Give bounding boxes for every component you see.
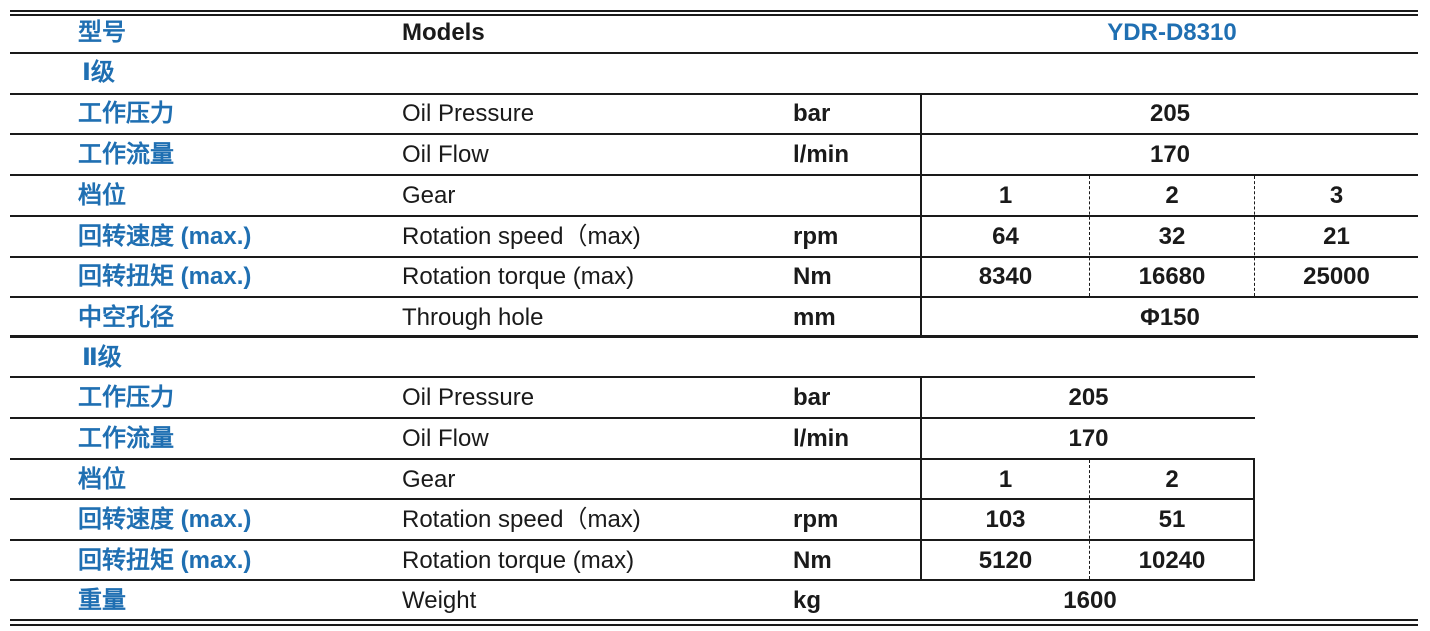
l2-torque-cn: 回转扭矩 (max.) <box>78 547 252 574</box>
header-en: Models <box>402 19 485 46</box>
rule-level1-end <box>10 335 1418 338</box>
l1-hole-value: Φ150 <box>1140 304 1200 331</box>
level1-title: Ⅰ级 <box>82 59 115 86</box>
weight-value: 1600 <box>1063 587 1117 614</box>
divider-values-l2 <box>920 378 922 579</box>
rule-l2-flow <box>10 458 1255 460</box>
rule-l1-speed <box>10 256 1418 258</box>
rule-header <box>10 52 1418 54</box>
l2-speed-2: 51 <box>1158 506 1186 533</box>
l1-hole-unit: mm <box>793 304 836 331</box>
dashed-divider-l1-b <box>1254 176 1255 296</box>
rule-l1-torque <box>10 296 1418 298</box>
weight-en: Weight <box>402 587 477 614</box>
l1-speed-2: 32 <box>1158 223 1186 250</box>
l1-pressure-en: Oil Pressure <box>402 100 535 127</box>
model-name: YDR-D8310 <box>1107 19 1237 46</box>
l2-flow-cn: 工作流量 <box>78 425 174 452</box>
l1-speed-unit: rpm <box>793 223 839 250</box>
l1-torque-unit: Nm <box>793 263 832 290</box>
l2-torque-en: Rotation torque (max) <box>402 547 635 574</box>
l1-pressure-unit: bar <box>793 100 831 127</box>
l1-torque-cn: 回转扭矩 (max.) <box>78 263 252 290</box>
l2-speed-en: Rotation speed（max) <box>402 506 641 533</box>
l2-torque-1: 5120 <box>978 547 1033 574</box>
header-cn: 型号 <box>78 19 126 46</box>
rule-l2-pressure <box>10 417 1255 419</box>
l2-gear-2: 2 <box>1165 466 1179 493</box>
l2-gear-en: Gear <box>402 466 456 493</box>
l1-hole-cn: 中空孔径 <box>78 304 174 331</box>
l1-flow-unit: l/min <box>793 141 850 168</box>
rule-level2-title <box>10 376 1255 378</box>
dashed-divider-l1-a <box>1089 176 1090 296</box>
l2-flow-en: Oil Flow <box>402 425 489 452</box>
l1-speed-cn: 回转速度 (max.) <box>78 223 252 250</box>
rule-l1-pressure <box>10 133 1418 135</box>
level2-title: Ⅱ级 <box>82 344 122 371</box>
weight-cn: 重量 <box>78 587 126 614</box>
bottom-double-rule-2 <box>10 624 1418 626</box>
top-double-rule-2 <box>10 14 1418 16</box>
rule-l2-speed <box>10 539 1255 541</box>
divider-l2-right <box>1253 460 1255 579</box>
l1-flow-cn: 工作流量 <box>78 141 174 168</box>
rule-l2-gear <box>10 498 1255 500</box>
divider-values-l1 <box>920 95 922 336</box>
l1-torque-3: 25000 <box>1303 263 1370 290</box>
l1-pressure-value: 205 <box>1149 100 1191 127</box>
rule-l1-flow <box>10 174 1418 176</box>
l1-pressure-cn: 工作压力 <box>78 100 174 127</box>
l2-flow-unit: l/min <box>793 425 850 452</box>
l2-gear-cn: 档位 <box>78 466 126 493</box>
l2-flow-value: 170 <box>1068 425 1109 452</box>
l1-speed-1: 64 <box>992 223 1019 250</box>
l2-speed-unit: rpm <box>793 506 839 533</box>
l2-pressure-en: Oil Pressure <box>402 384 535 411</box>
l2-gear-1: 1 <box>998 466 1013 493</box>
l2-pressure-unit: bar <box>793 384 831 411</box>
l1-gear-1: 1 <box>998 182 1013 209</box>
l2-torque-unit: Nm <box>793 547 832 574</box>
l1-gear-2: 2 <box>1165 182 1179 209</box>
l2-speed-1: 103 <box>985 506 1026 533</box>
l1-hole-en: Through hole <box>402 304 544 331</box>
rule-l2-torque <box>10 579 1255 581</box>
l1-gear-3: 3 <box>1329 182 1344 209</box>
dashed-divider-l2-a <box>1089 460 1090 579</box>
l2-pressure-cn: 工作压力 <box>78 384 174 411</box>
l1-torque-1: 8340 <box>978 263 1033 290</box>
l1-flow-en: Oil Flow <box>402 141 489 168</box>
top-double-rule-1 <box>10 10 1418 12</box>
l1-torque-2: 16680 <box>1138 263 1206 290</box>
weight-unit: kg <box>793 587 822 614</box>
rule-level1-title <box>10 93 1418 95</box>
l1-gear-cn: 档位 <box>78 182 126 209</box>
l1-speed-en: Rotation speed（max) <box>402 223 641 250</box>
l1-torque-en: Rotation torque (max) <box>402 263 635 290</box>
bottom-double-rule-1 <box>10 619 1418 621</box>
l2-speed-cn: 回转速度 (max.) <box>78 506 252 533</box>
l2-pressure-value: 205 <box>1068 384 1109 411</box>
l2-torque-2: 10240 <box>1138 547 1206 574</box>
l1-gear-en: Gear <box>402 182 456 209</box>
l1-flow-value: 170 <box>1149 141 1191 168</box>
l1-speed-3: 21 <box>1323 223 1350 250</box>
rule-l1-gear <box>10 215 1418 217</box>
